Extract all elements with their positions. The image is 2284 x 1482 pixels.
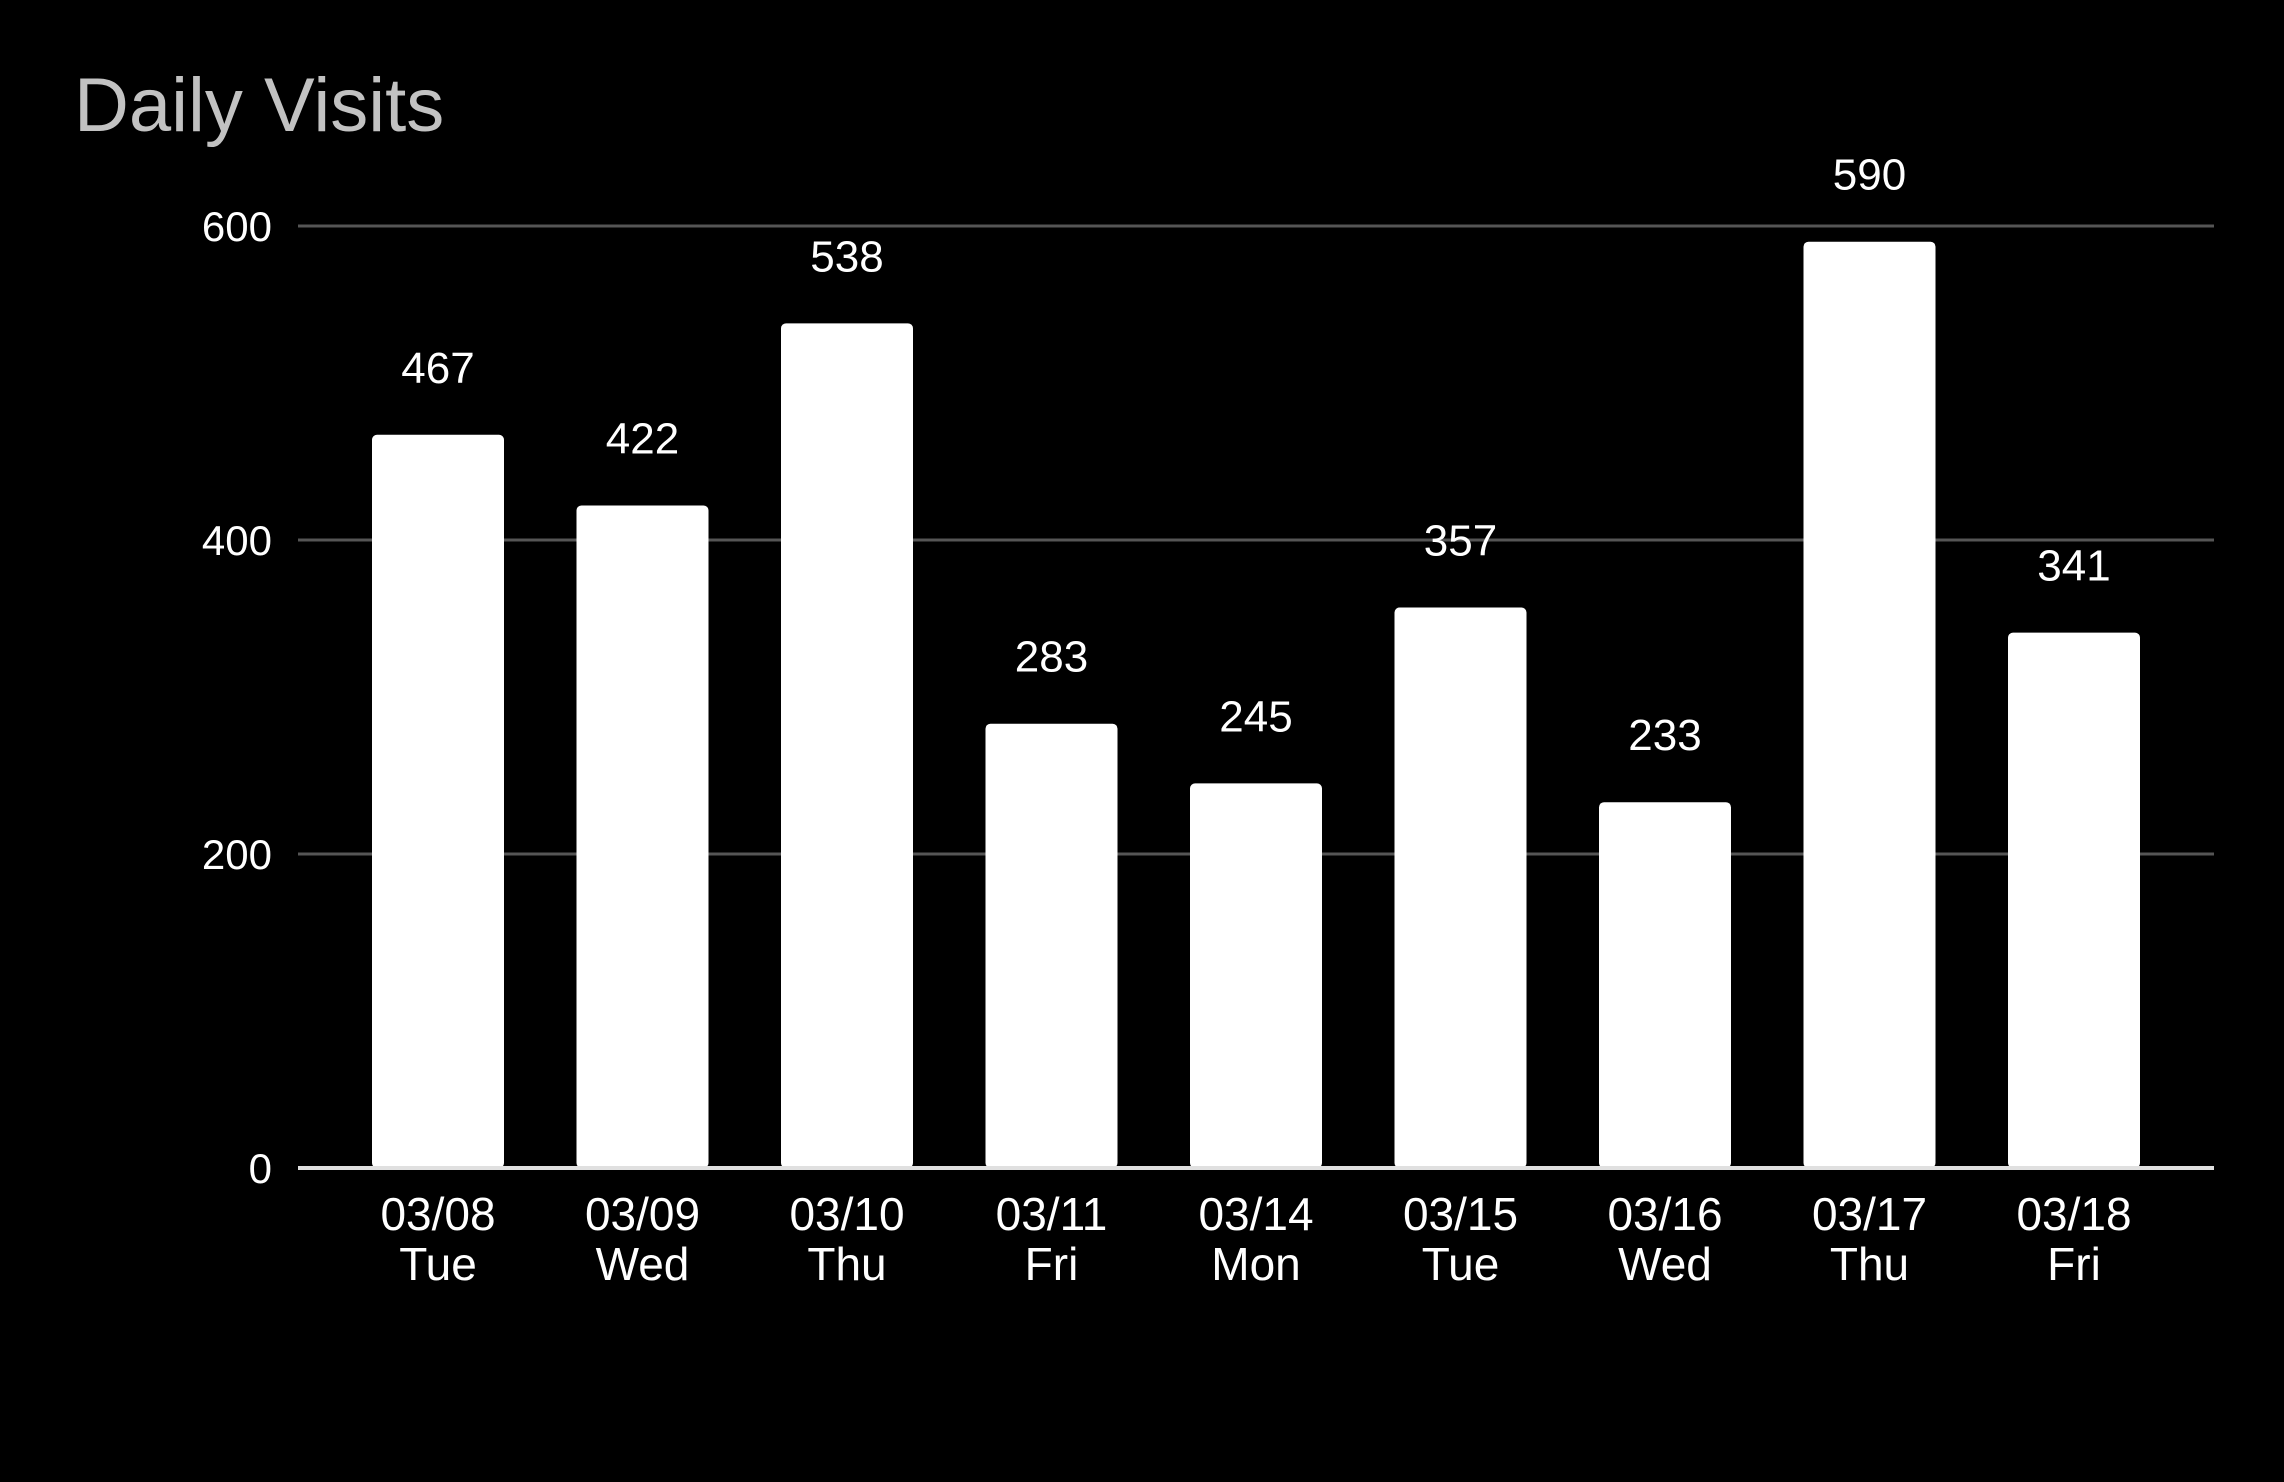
- bar: [1803, 241, 1936, 1168]
- data-label: 245: [1219, 692, 1292, 741]
- x-tick-date: 03/18: [2016, 1188, 2131, 1240]
- bar: [1599, 802, 1731, 1168]
- data-label: 357: [1424, 517, 1497, 566]
- x-tick-date: 03/14: [1198, 1188, 1313, 1240]
- bar: [1190, 783, 1322, 1168]
- y-tick-label: 0: [249, 1145, 272, 1192]
- data-label: 341: [2037, 542, 2110, 591]
- x-tick-weekday: Thu: [1830, 1238, 1909, 1290]
- data-label: 467: [401, 344, 474, 393]
- bar: [372, 434, 504, 1168]
- bar: [2008, 632, 2140, 1168]
- chart-title: Daily Visits: [74, 63, 445, 148]
- x-tick-date: 03/09: [585, 1188, 700, 1240]
- x-axis-categories: 03/08Tue03/09Wed03/10Thu03/11Fri03/14Mon…: [380, 1188, 2131, 1290]
- x-tick-date: 03/15: [1403, 1188, 1518, 1240]
- x-tick-weekday: Tue: [1422, 1238, 1500, 1290]
- y-tick-label: 200: [202, 831, 272, 878]
- x-tick-weekday: Wed: [596, 1238, 690, 1290]
- y-axis-ticks: 0 200 400 600: [202, 203, 272, 1192]
- y-tick-label: 600: [202, 203, 272, 250]
- x-tick-date: 03/08: [380, 1188, 495, 1240]
- data-label: 538: [810, 232, 883, 281]
- x-tick-weekday: Fri: [2047, 1238, 2101, 1290]
- data-labels: 467 422 538 283 245 357 233 590 341: [401, 151, 2110, 760]
- bar: [985, 723, 1118, 1168]
- x-tick-date: 03/11: [996, 1188, 1108, 1240]
- x-tick-date: 03/17: [1812, 1188, 1927, 1240]
- y-tick-label: 400: [202, 517, 272, 564]
- data-label: 233: [1628, 711, 1701, 760]
- bar: [576, 505, 709, 1169]
- data-label: 422: [606, 414, 679, 463]
- bar: [1394, 607, 1527, 1168]
- x-tick-date: 03/16: [1607, 1188, 1722, 1240]
- x-tick-weekday: Wed: [1618, 1238, 1712, 1290]
- data-label: 283: [1015, 633, 1088, 682]
- x-tick-weekday: Fri: [1025, 1238, 1079, 1290]
- data-label: 590: [1833, 151, 1906, 200]
- x-tick-weekday: Mon: [1211, 1238, 1300, 1290]
- bar: [781, 323, 913, 1169]
- x-tick-weekday: Tue: [399, 1238, 477, 1290]
- x-tick-date: 03/10: [789, 1188, 904, 1240]
- x-tick-weekday: Thu: [807, 1238, 886, 1290]
- bars: [372, 241, 2140, 1169]
